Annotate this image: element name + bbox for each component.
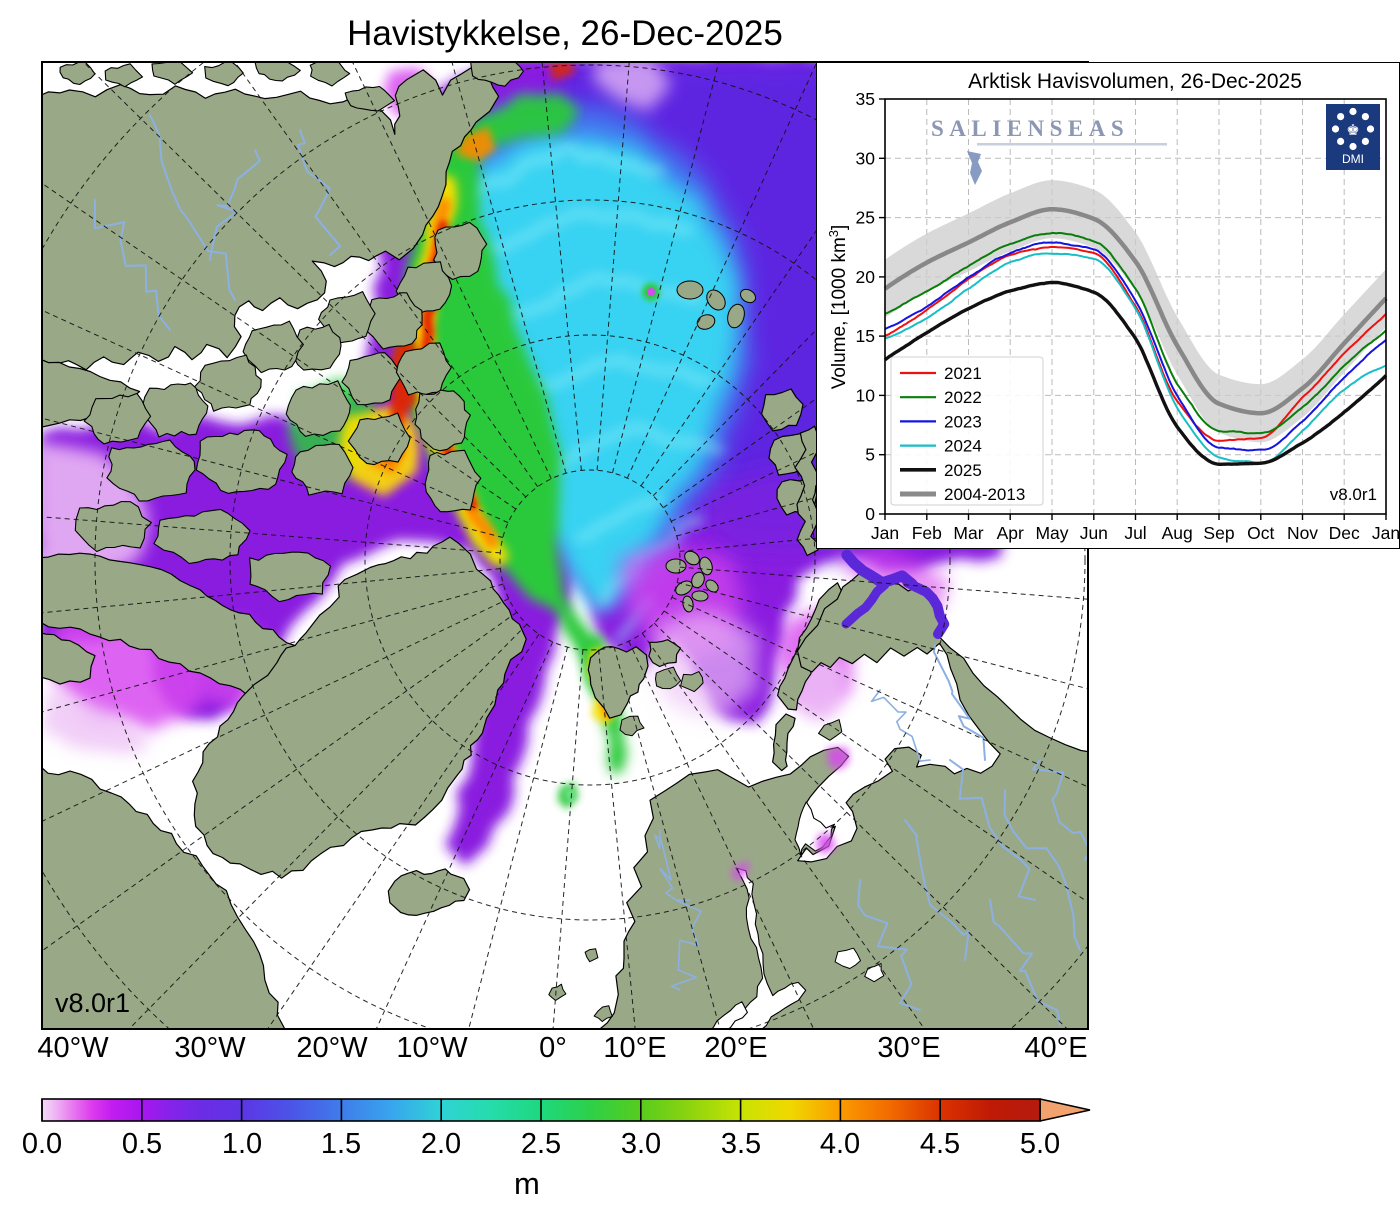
svg-text:Apr: Apr [997, 523, 1024, 543]
svg-text:♚: ♚ [1346, 123, 1359, 139]
svg-text:Jan: Jan [871, 523, 899, 543]
svg-text:2025: 2025 [944, 461, 982, 480]
svg-text:2023: 2023 [944, 412, 982, 431]
svg-text:Jul: Jul [1124, 523, 1146, 543]
svg-text:Jun: Jun [1080, 523, 1108, 543]
svg-text:30: 30 [856, 148, 876, 168]
svg-text:0: 0 [865, 504, 875, 524]
svg-text:Arktisk Havisvolumen, 26-Dec-2: Arktisk Havisvolumen, 26-Dec-2025 [968, 70, 1302, 93]
svg-text:10: 10 [856, 385, 876, 405]
svg-text:Nov: Nov [1287, 523, 1318, 543]
svg-text:Jan: Jan [1372, 523, 1399, 543]
svg-text:DMI: DMI [1342, 152, 1364, 166]
svg-text:25: 25 [856, 208, 875, 228]
svg-text:Mar: Mar [953, 523, 983, 543]
svg-text:SALIENSEAS: SALIENSEAS [931, 116, 1129, 141]
svg-text:May: May [1035, 523, 1068, 543]
svg-text:20: 20 [856, 267, 876, 287]
svg-text:v8.0r1: v8.0r1 [1330, 485, 1377, 504]
svg-text:15: 15 [856, 326, 875, 346]
svg-text:Oct: Oct [1247, 523, 1274, 543]
svg-text:2022: 2022 [944, 388, 982, 407]
svg-text:2021: 2021 [944, 364, 982, 383]
svg-text:Dec: Dec [1329, 523, 1360, 543]
svg-text:35: 35 [856, 89, 875, 109]
svg-text:Volume, [1000 km3]: Volume, [1000 km3] [826, 225, 850, 390]
svg-text:Aug: Aug [1162, 523, 1193, 543]
svg-text:Feb: Feb [912, 523, 942, 543]
svg-text:Sep: Sep [1203, 523, 1234, 543]
svg-text:5: 5 [865, 445, 875, 465]
svg-text:2024: 2024 [944, 437, 982, 456]
svg-text:2004-2013: 2004-2013 [944, 485, 1025, 504]
